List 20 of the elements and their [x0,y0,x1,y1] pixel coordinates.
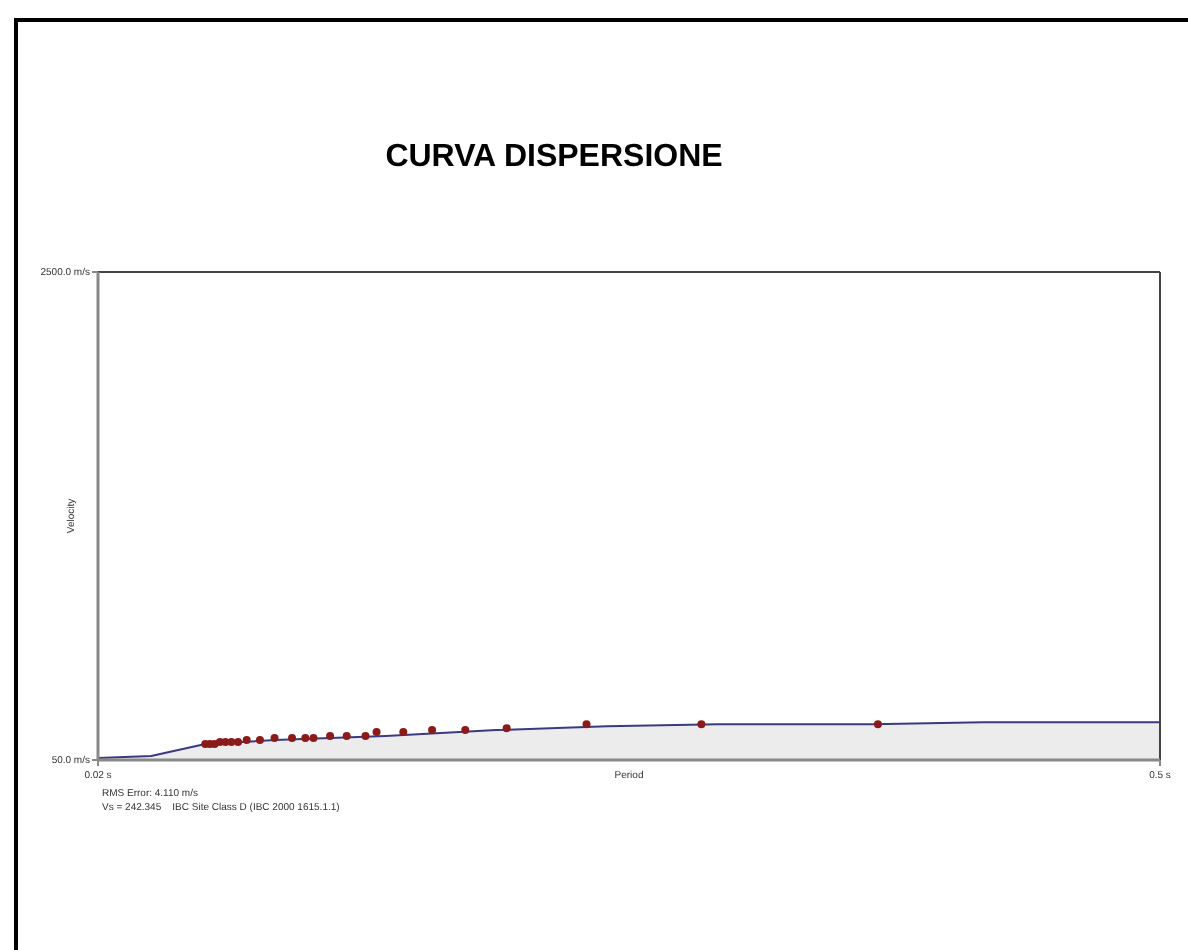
point [582,720,591,729]
chart-title: CURVA DISPERSIONE [385,140,724,174]
point [301,734,310,743]
point [242,736,251,745]
point [342,732,351,741]
point [309,734,318,743]
point [502,724,511,733]
point [227,738,236,747]
point [399,728,408,737]
point [326,732,335,741]
point [428,726,437,735]
point [270,734,279,743]
point [361,732,370,741]
point [697,720,706,729]
point [461,726,470,735]
point [288,734,297,743]
point [255,736,264,745]
point [372,728,381,737]
point [234,738,243,747]
point [873,720,882,729]
